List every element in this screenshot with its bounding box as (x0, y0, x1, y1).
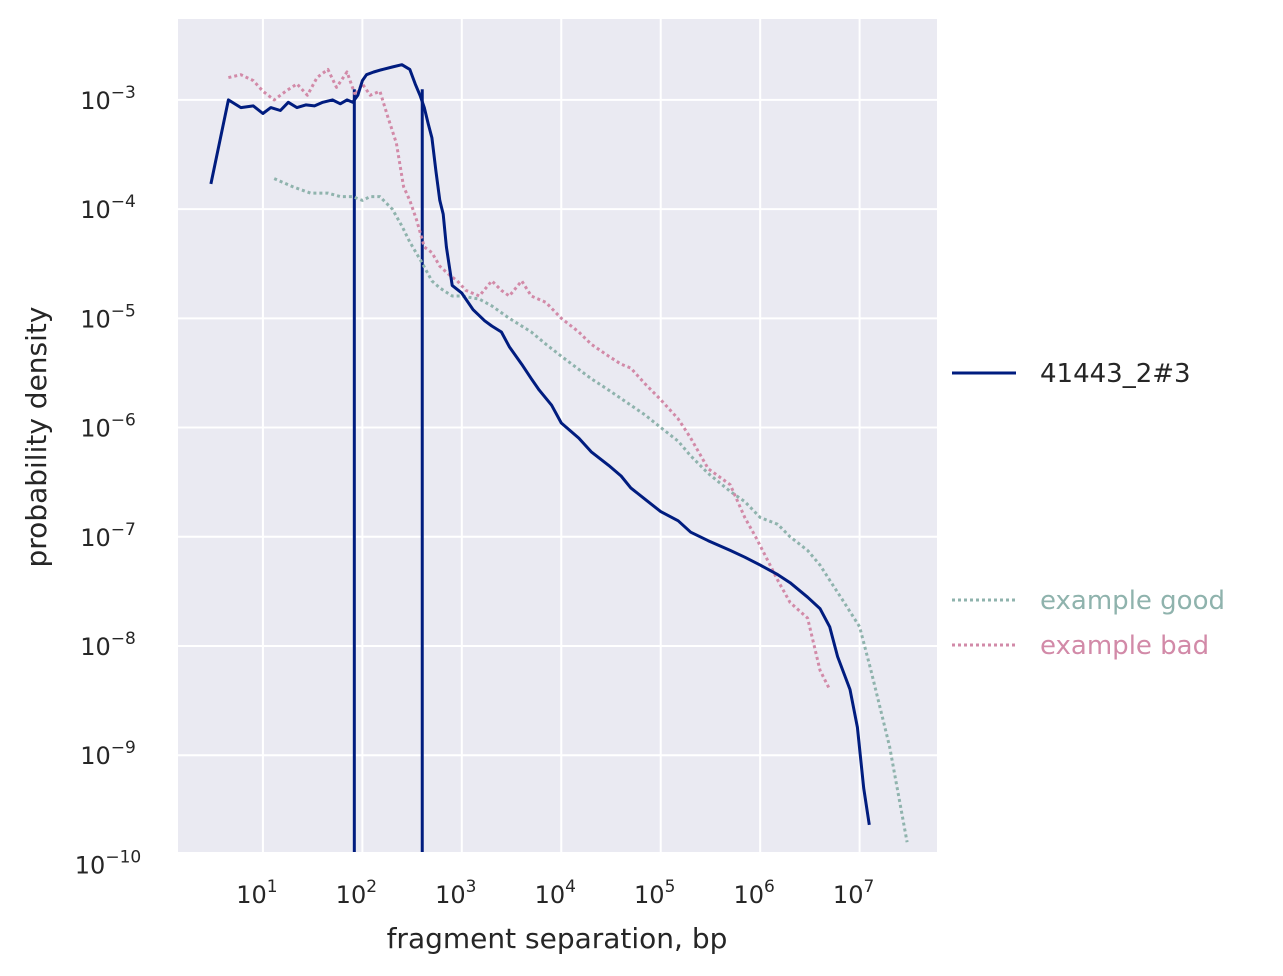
legend-label-example-good: example good (1040, 586, 1225, 616)
x-tick-label: 103 (435, 877, 476, 909)
vertical-lines (352, 89, 424, 852)
grid (178, 19, 937, 866)
series-line-example-good (273, 177, 909, 843)
x-axis-label: fragment separation, bp (387, 922, 728, 955)
legend-examples: example good example bad (952, 586, 1225, 661)
y-tick-label: 10−6 (80, 411, 136, 443)
x-tick-label: 101 (236, 877, 277, 909)
y-tick-label: 10−4 (80, 192, 136, 224)
x-tick-label: 107 (833, 877, 874, 909)
y-tick-label: 10−10 (75, 847, 141, 879)
x-axis-ticks: 101 102 103 104 105 106 107 (236, 877, 874, 909)
series-lines (209, 63, 909, 843)
y-axis-ticks: 10−3 10−4 10−5 10−6 10−7 10−8 10−9 10−10 (75, 83, 141, 880)
series-line-example-bad (228, 67, 832, 691)
y-tick-label: 10−8 (80, 629, 136, 661)
legend-label-41443-2-3: 41443_2#3 (1040, 359, 1191, 389)
y-tick-label: 10−9 (80, 738, 136, 770)
y-tick-label: 10−7 (80, 520, 136, 552)
y-tick-label: 10−3 (80, 83, 136, 115)
x-tick-label: 104 (535, 877, 576, 909)
x-tick-label: 106 (733, 877, 774, 909)
x-tick-label: 102 (336, 877, 377, 909)
series-line-41443-2-3 (209, 63, 871, 826)
x-tick-label: 105 (634, 877, 675, 909)
plot-background (178, 19, 937, 852)
y-axis-label: probability density (20, 307, 53, 568)
legend-label-example-bad: example bad (1040, 631, 1209, 661)
legend-main: 41443_2#3 (952, 359, 1191, 389)
y-tick-label: 10−5 (80, 301, 136, 333)
